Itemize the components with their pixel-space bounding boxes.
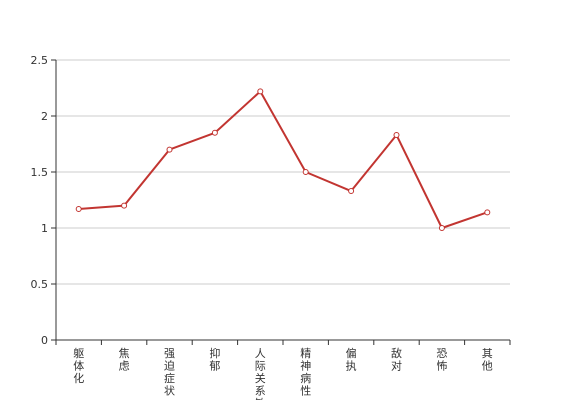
data-point[interactable] bbox=[166, 146, 173, 153]
y-tick-label: 1 bbox=[41, 222, 48, 235]
x-category-label: 恐怖 bbox=[436, 347, 447, 373]
x-category-label: 抑郁 bbox=[209, 346, 220, 373]
data-point[interactable] bbox=[484, 209, 491, 216]
x-category-label: 偏执 bbox=[346, 346, 357, 373]
x-category-label: 精神病性 bbox=[300, 347, 311, 398]
y-tick-label: 2.5 bbox=[31, 54, 49, 67]
x-category-label: 人际关系敏感 bbox=[255, 347, 266, 400]
x-category-label: 其他 bbox=[482, 347, 493, 373]
data-point[interactable] bbox=[393, 132, 400, 139]
data-point[interactable] bbox=[302, 169, 309, 175]
data-point[interactable] bbox=[121, 202, 128, 209]
y-tick-label: 0.5 bbox=[31, 278, 49, 291]
data-points bbox=[75, 88, 491, 231]
x-category-label: 躯体化 bbox=[73, 347, 84, 385]
axes bbox=[55, 60, 510, 341]
x-category-label: 焦虑 bbox=[119, 347, 130, 373]
data-point[interactable] bbox=[75, 205, 82, 212]
y-tick-label: 0 bbox=[41, 334, 48, 347]
series-layer bbox=[78, 90, 488, 229]
grid-lines bbox=[56, 59, 510, 285]
y-axis-ticks: 0 0.5 1 1.5 2 2.5 bbox=[31, 54, 56, 347]
data-point[interactable] bbox=[438, 225, 445, 231]
x-axis-ticks: 躯体化 焦虑 强迫症状 抑郁 人际关系敏感 精神病性 偏执 敌对 恐怖 其他 bbox=[55, 340, 511, 404]
data-point[interactable] bbox=[257, 88, 264, 95]
x-category-label: 强迫症状 bbox=[164, 347, 175, 398]
data-point[interactable] bbox=[348, 188, 355, 195]
series-line bbox=[78, 90, 488, 229]
data-point[interactable] bbox=[211, 129, 218, 136]
y-tick-label: 2 bbox=[41, 110, 48, 123]
x-category-label: 敌对 bbox=[391, 346, 402, 373]
y-tick-label: 1.5 bbox=[31, 166, 49, 179]
